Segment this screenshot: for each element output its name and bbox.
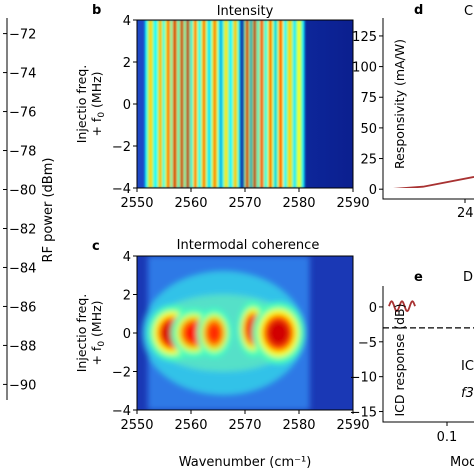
panel-d-ticks: 125 100 75 50 25 0 [352,30,466,203]
spectral-line-core [180,20,183,188]
panel-c-xtick-label: 2580 [282,418,315,433]
spectral-line-core [260,20,263,188]
panel-b-ticks: 2550 2560 2570 2580 2590 4 2 0 −2 −4 [112,14,370,211]
panel-e-annotation-1: IC [461,359,474,374]
spectral-line-core [233,20,237,188]
panel-c-ytick-label: 0 [123,327,131,342]
colorbar-tick-label: −78 [9,145,36,160]
colorbar-tick-label: −72 [9,28,36,43]
panel-b-xtick-label: 2570 [228,196,261,211]
colorbar-tick-label: −86 [9,300,36,315]
spectral-line-core [288,20,292,188]
panel-c-ytick-label: 2 [123,289,131,304]
colorbar-tick-label: −80 [9,184,36,199]
panel-e-icd-curve [388,300,416,313]
panel-e-ytick-label: −5 [358,336,377,351]
panel-c-ytick-label: −4 [112,404,131,419]
spectral-line-core [253,20,256,188]
spectral-line-core [202,20,206,188]
panel-d: d C 125 100 75 50 25 0 Responsivity (mA/W) 24… [352,3,474,221]
colorbar-tick-label: −76 [9,106,36,121]
panel-c-title: Intermodal coherence [177,238,320,253]
panel-b-letter: b [92,3,101,18]
panel-b-ylabel-line2: + f0 (MHz) [89,71,107,136]
spectral-line-core [158,20,162,188]
colorbar-tick-label: −84 [9,261,36,276]
panel-e-ytick-label: −10 [350,371,377,386]
panel-d-ytick-label: 25 [360,153,377,168]
spectral-line-core [148,20,153,188]
panel-b-xtick-label: 2580 [282,196,315,211]
panel-b-xtick-label: 2560 [174,196,207,211]
heatmap-intensity [137,20,353,188]
panel-b-xtick-label: 2590 [336,196,369,211]
spectral-line-core [224,20,228,188]
panel-c-xlabel: Wavenumber (cm⁻¹) [179,455,312,470]
panel-e-ytick-label: −15 [350,406,377,421]
spectral-line-core [194,20,197,188]
panel-c-ylabel-line2: + f0 (MHz) [89,300,107,365]
panel-c-xtick-label: 2590 [336,418,369,433]
panel-b-ytick-label: 2 [123,56,131,71]
colorbar-ticks: −72 −74 −76 −78 −80 −82 −84 −86 −88 −90 [3,28,36,393]
panel-c-ticks: 2550 2560 2570 2580 2590 4 2 0 −2 −4 [112,250,370,433]
colorbar-axis: −72 −74 −76 −78 −80 −82 −84 −86 −88 −90 RF power … [3,18,56,400]
spectral-line-core [173,20,176,188]
panel-c-xtick-label: 2560 [174,418,207,433]
panel-b-ytick-label: 4 [123,14,131,29]
panel-e-spines [382,286,474,423]
panel-e: e D 0 −5 −10 −15 IC f3 ICD response (dB) 0.… [350,270,474,470]
heatmap-coherence [137,256,353,410]
panel-d-ytick-label: 75 [360,91,377,106]
panel-d-ytick-label: 0 [369,183,377,198]
colorbar-tick-label: −74 [9,67,36,82]
panel-e-letter: e [414,270,423,285]
panel-d-spines [382,18,474,200]
panel-c-xtick-label: 2570 [228,418,261,433]
spectral-line-core [166,20,170,188]
panel-e-annotation-2: f3 [461,386,474,401]
panel-d-ylabel: Responsivity (mA/W) [392,39,407,169]
panel-b-xtick-label: 2550 [120,196,153,211]
panel-c-ytick-label: −2 [112,366,131,381]
spectral-line-core [269,20,272,188]
panel-c-ytick-label: 4 [123,250,131,265]
panel-b-ytick-label: −2 [112,140,131,155]
coherence-blob [207,322,222,344]
panel-b-ytick-label: 0 [123,98,131,113]
panel-e-ticks: 0 −5 −10 −15 [350,301,448,426]
panel-c-xtick-label: 2550 [120,418,153,433]
panel-b-title: Intensity [217,4,274,19]
panel-c-ylabel-line1: Injectio freq. [74,294,89,373]
panel-d-title: C [464,4,473,19]
panel-e-title: D [463,270,473,285]
colorbar-tick-label: −90 [9,378,36,393]
coherence-blob [267,320,290,346]
panel-b-ylabel-line1: Injectio freq. [74,65,89,144]
panel-e-xtick-first: 0.1 [437,430,458,445]
panel-e-xlabel-partial: Mod [450,455,474,470]
panel-d-responsivity-curve [393,176,474,188]
spectral-line-core [246,20,249,188]
panel-d-ytick-label: 100 [352,61,377,76]
spectral-line-core [279,20,282,188]
panel-c-letter: c [92,239,100,254]
panel-b: b Intensity 2550 2560 2570 2580 2590420−2−4 … [74,3,370,211]
colorbar-tick-label: −82 [9,222,36,237]
panel-d-ytick-label: 50 [360,122,377,137]
panel-c: c Intermodal coherence 2550 2560 2570 2580 2… [74,238,370,470]
spectral-line-core [297,20,301,188]
panel-d-ytick-label: 125 [352,30,377,45]
panel-e-ylabel: ICD response (dB) [392,303,407,416]
panel-d-letter: d [414,3,423,18]
colorbar-tick-label: −88 [9,339,36,354]
panel-b-ytick-label: −4 [112,182,131,197]
spectral-line-core [213,20,217,188]
panel-e-ytick-label: 0 [369,301,377,316]
colorbar-label: RF power (dBm) [41,158,56,263]
spectral-line-core [186,20,189,188]
panel-d-xtick-partial: 246 [457,206,474,221]
